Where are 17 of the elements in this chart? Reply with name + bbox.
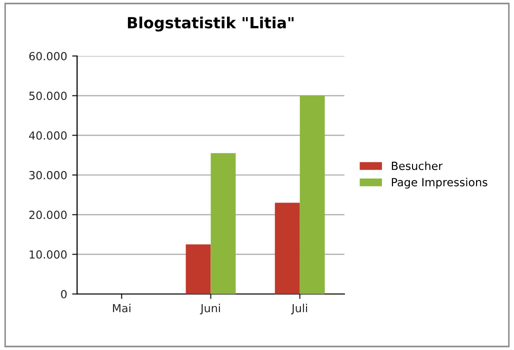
bar — [300, 96, 325, 294]
y-tick-label: 10.000 — [30, 250, 67, 259]
y-tick-label: 20.000 — [29, 210, 67, 220]
bar — [274, 202, 300, 294]
y-tick-label: 60.000 — [29, 52, 67, 60]
legend-label: Page Impressions — [392, 178, 488, 189]
legend-label: Besucher — [392, 161, 443, 170]
y-tick-label: 0 — [61, 290, 67, 298]
y-tick-label: 50.000 — [29, 92, 67, 100]
y-tick-label: 40.000 — [29, 131, 67, 140]
x-tick-label: Juli — [291, 304, 308, 314]
chart-title: Blogstatistik "Litia" — [128, 16, 294, 32]
x-tick-label: Mai — [112, 304, 130, 312]
bar — [186, 244, 211, 294]
x-tick-label: Juni — [200, 304, 220, 314]
y-tick-label: 30.000 — [29, 170, 67, 180]
bar — [210, 153, 236, 294]
